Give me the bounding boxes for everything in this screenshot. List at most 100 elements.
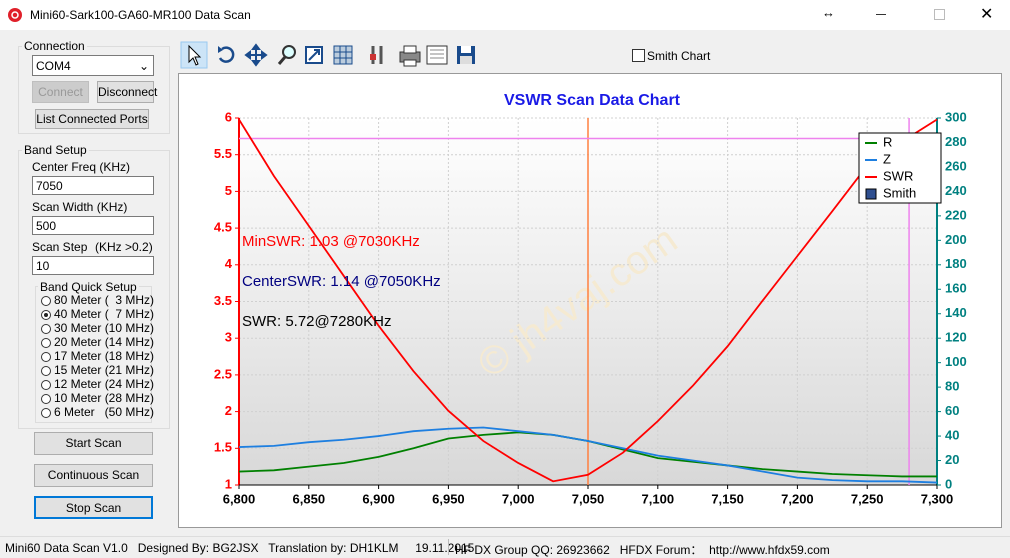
field-label: Center Freq (KHz) bbox=[32, 160, 131, 174]
band-radio[interactable]: 20 Meter (14 MHz) bbox=[41, 335, 154, 349]
x-tick-label: 7,250 bbox=[851, 491, 884, 506]
status-bar: Mini60 Data Scan V1.0 Designed By: BG2JS… bbox=[0, 536, 1010, 557]
tool-zoom[interactable] bbox=[282, 45, 296, 59]
x-tick-label: 6,850 bbox=[293, 491, 326, 506]
radio-circle bbox=[41, 310, 51, 320]
port-value: COM4 bbox=[36, 59, 71, 73]
y-tick-label: 3 bbox=[225, 330, 232, 345]
band-radio[interactable]: 6 Meter (50 MHz) bbox=[41, 405, 154, 419]
tool-preview[interactable] bbox=[426, 45, 448, 65]
continuous-button[interactable]: Continuous Scan bbox=[34, 464, 153, 487]
radio-circle bbox=[41, 338, 51, 348]
y2-tick-label: 60 bbox=[945, 403, 959, 418]
port-combo[interactable]: COM4 ⌄ bbox=[32, 55, 154, 76]
radio-circle bbox=[41, 296, 51, 306]
radio-label: 12 Meter (24 MHz) bbox=[54, 377, 155, 391]
x-tick-label: 6,800 bbox=[223, 491, 256, 506]
step-input[interactable]: 10 bbox=[32, 256, 154, 275]
disconnect-button[interactable]: Disconnect bbox=[97, 81, 157, 103]
y2-tick-label: 280 bbox=[945, 134, 967, 149]
band-radio[interactable]: 12 Meter (24 MHz) bbox=[41, 377, 154, 391]
toolbar bbox=[180, 41, 475, 69]
status-right: HF DX Group QQ: 26923662 HFDX Forum： htt… bbox=[455, 543, 830, 557]
radio-list: 80 Meter ( 3 MHz) 40 Meter ( 7 MHz) 30 Met… bbox=[41, 293, 154, 419]
start-button[interactable]: Start Scan bbox=[34, 432, 153, 455]
app-icon bbox=[8, 8, 22, 22]
y-tick-label: 4.5 bbox=[214, 220, 232, 235]
band-radio[interactable]: 10 Meter (28 MHz) bbox=[41, 391, 154, 405]
x-tick-label: 7,150 bbox=[711, 491, 744, 506]
center-input[interactable]: 7050 bbox=[32, 176, 154, 195]
annotation: MinSWR: 1.03 @7030KHz bbox=[242, 233, 420, 250]
field-label: Scan Width (KHz) bbox=[32, 200, 128, 214]
band-radio[interactable]: 80 Meter ( 3 MHz) bbox=[41, 293, 154, 307]
band-radio[interactable]: 17 Meter (18 MHz) bbox=[41, 349, 154, 363]
window-title: Mini60-Sark100-GA60-MR100 Data Scan bbox=[30, 8, 251, 22]
y2-tick-label: 140 bbox=[945, 305, 967, 320]
y-tick-label: 3.5 bbox=[214, 293, 232, 308]
y2-tick-label: 240 bbox=[945, 183, 967, 198]
smith-checkbox[interactable] bbox=[632, 49, 645, 62]
width-input[interactable]: 500 bbox=[32, 216, 154, 235]
x-tick-label: 6,950 bbox=[432, 491, 465, 506]
minimize-button[interactable] bbox=[876, 14, 886, 15]
y2-tick-label: 220 bbox=[945, 207, 967, 222]
y2-tick-label: 160 bbox=[945, 281, 967, 296]
tool-grid[interactable] bbox=[333, 45, 353, 65]
legend-label: Z bbox=[883, 151, 891, 166]
y2-tick-label: 80 bbox=[945, 379, 959, 394]
radio-label: 15 Meter (21 MHz) bbox=[54, 363, 155, 377]
radio-label: 6 Meter (50 MHz) bbox=[54, 405, 155, 419]
band-setup-group bbox=[18, 150, 170, 429]
group-title: Connection bbox=[22, 39, 87, 53]
x-tick-label: 7,050 bbox=[572, 491, 605, 506]
band-radio[interactable]: 15 Meter (21 MHz) bbox=[41, 363, 154, 377]
legend-label: R bbox=[883, 134, 892, 149]
list-ports-button[interactable]: List Connected Ports bbox=[35, 109, 149, 129]
y-tick-label: 1 bbox=[225, 476, 232, 491]
y-tick-label: 2.5 bbox=[214, 366, 232, 381]
chart: VSWR Scan Data Chart © jh4vaj.com 6,800 6… bbox=[178, 73, 1002, 528]
checkbox-label: Smith Chart bbox=[647, 49, 711, 63]
y-tick-label: 2 bbox=[225, 403, 232, 418]
radio-label: 10 Meter (28 MHz) bbox=[54, 391, 155, 405]
band-radio[interactable]: 40 Meter ( 7 MHz) bbox=[41, 307, 154, 321]
maximize-button[interactable] bbox=[934, 9, 945, 20]
title-bar: Mini60-Sark100-GA60-MR100 Data Scan ↔ ✕ bbox=[0, 0, 1010, 30]
field-label: Scan Step bbox=[32, 240, 88, 254]
tool-pan[interactable] bbox=[244, 43, 268, 67]
x-tick-label: 6,900 bbox=[362, 491, 395, 506]
group-title: Band Setup bbox=[22, 143, 89, 157]
legend-swatch bbox=[865, 188, 877, 200]
y-tick-label: 5 bbox=[225, 183, 232, 198]
radio-label: 20 Meter (14 MHz) bbox=[54, 335, 155, 349]
x-tick-label: 7,300 bbox=[921, 491, 954, 506]
radio-circle bbox=[41, 324, 51, 334]
radio-circle bbox=[41, 380, 51, 390]
y2-tick-label: 40 bbox=[945, 428, 959, 443]
radio-circle bbox=[41, 408, 51, 418]
group-title: Band Quick Setup bbox=[38, 280, 139, 294]
connection-group bbox=[18, 46, 170, 134]
x-tick-label: 7,100 bbox=[642, 491, 675, 506]
resize-icon: ↔ bbox=[822, 5, 835, 20]
status-left: Mini60 Data Scan V1.0 Designed By: BG2JS… bbox=[5, 541, 475, 555]
y-tick-label: 4 bbox=[225, 256, 233, 271]
y-tick-label: 5.5 bbox=[214, 146, 232, 161]
series-line bbox=[238, 426, 938, 484]
annotation: CenterSWR: 1.14 @7050KHz bbox=[242, 273, 441, 290]
radio-label: 80 Meter ( 3 MHz) bbox=[54, 293, 155, 307]
x-tick-label: 7,000 bbox=[502, 491, 535, 506]
close-button[interactable]: ✕ bbox=[980, 6, 994, 23]
tool-undo[interactable] bbox=[218, 46, 235, 63]
y-tick-label: 1.5 bbox=[214, 440, 232, 455]
band-radio[interactable]: 30 Meter (10 MHz) bbox=[41, 321, 154, 335]
radio-label: 17 Meter (18 MHz) bbox=[54, 349, 155, 363]
radio-circle bbox=[41, 366, 51, 376]
y2-tick-label: 100 bbox=[945, 354, 967, 369]
legend-label: Smith bbox=[883, 185, 916, 200]
y2-tick-label: 120 bbox=[945, 330, 967, 345]
radio-label: 40 Meter ( 7 MHz) bbox=[54, 307, 155, 321]
stop-button[interactable]: Stop Scan bbox=[34, 496, 153, 519]
connect-button[interactable]: Connect bbox=[32, 81, 89, 103]
